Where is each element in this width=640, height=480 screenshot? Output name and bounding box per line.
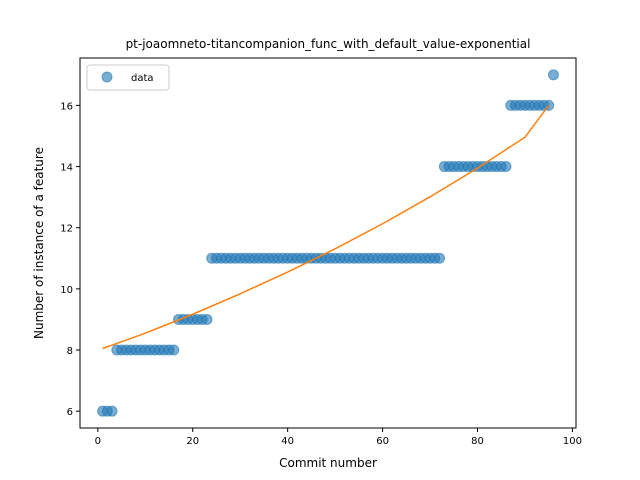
y-tick-label: 12 <box>60 224 73 235</box>
y-tick-label: 16 <box>60 101 73 112</box>
x-axis: 0 20 40 60 80 100 <box>95 428 582 447</box>
x-axis-label: Commit number <box>279 456 377 470</box>
plot-frame <box>79 57 577 429</box>
data-point <box>547 69 559 81</box>
legend-marker <box>101 71 113 83</box>
y-axis-label: Number of instance of a feature <box>32 147 46 339</box>
y-tick-label: 8 <box>67 346 73 357</box>
data-point <box>434 252 446 264</box>
data-point <box>106 405 118 417</box>
x-tick-label: 100 <box>563 436 582 447</box>
y-tick-label: 6 <box>67 407 73 418</box>
legend-label-data: data <box>131 73 154 84</box>
chart-title: pt-joaomneto-titancompanion_func_with_de… <box>126 37 531 51</box>
data-point <box>500 161 512 173</box>
x-tick-label: 20 <box>186 436 199 447</box>
x-tick-label: 0 <box>95 436 101 447</box>
legend-box <box>86 64 170 91</box>
y-tick-label: 14 <box>60 163 73 174</box>
y-axis: 6 8 10 12 14 16 <box>60 101 80 418</box>
fit-line <box>102 104 550 350</box>
x-tick-label: 80 <box>471 436 484 447</box>
plot-area <box>97 69 559 417</box>
x-tick-label: 40 <box>281 436 294 447</box>
x-tick-label: 60 <box>376 436 389 447</box>
data-point <box>201 313 213 325</box>
data-point <box>168 344 180 356</box>
legend: data <box>86 64 170 91</box>
y-tick-label: 10 <box>60 285 73 296</box>
